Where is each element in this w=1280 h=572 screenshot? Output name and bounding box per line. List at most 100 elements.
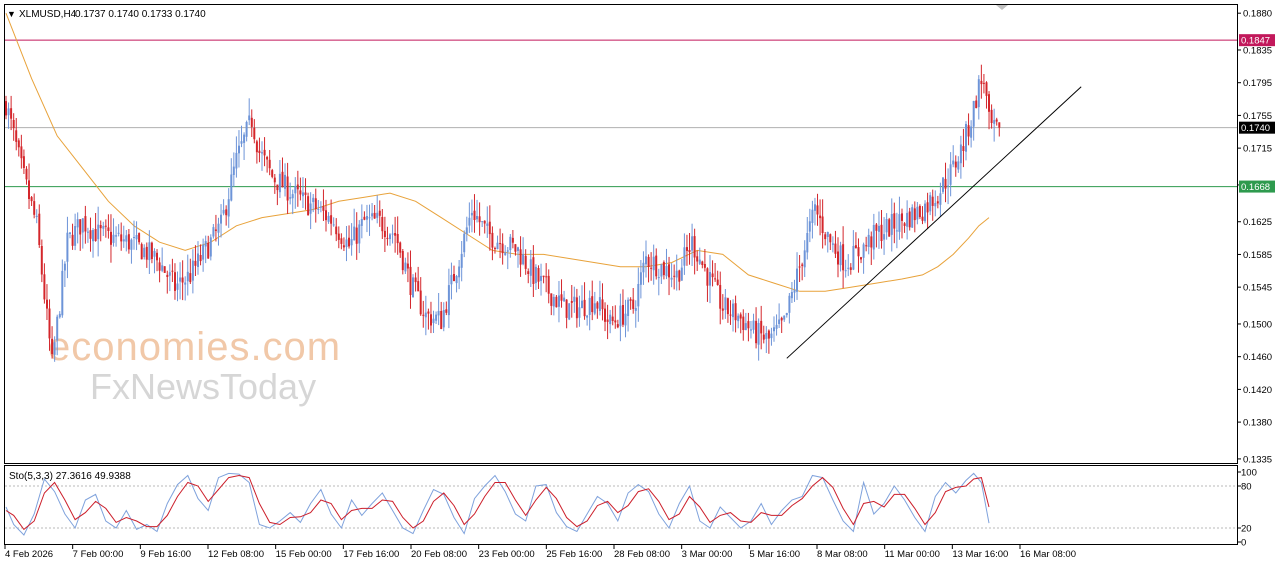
candle: [86, 227, 89, 243]
candle: [936, 195, 939, 209]
candle: [742, 309, 745, 341]
candle-body: [670, 277, 673, 280]
resistance-price-tag-bg: [1239, 34, 1275, 47]
candle: [28, 163, 30, 209]
candle: [665, 248, 668, 280]
candle: [476, 199, 478, 223]
candle: [458, 260, 461, 290]
candle: [89, 217, 92, 252]
candle: [102, 221, 105, 236]
candle: [473, 194, 476, 233]
candle: [616, 319, 619, 329]
candle: [455, 274, 458, 293]
candle-body: [465, 227, 468, 235]
candle: [647, 254, 650, 283]
candle-body: [570, 301, 573, 303]
candle-body: [58, 313, 61, 318]
candle: [371, 203, 374, 221]
candle: [993, 108, 996, 142]
candle: [911, 204, 914, 228]
candle: [780, 316, 783, 333]
candle: [806, 217, 809, 260]
candle-body: [138, 233, 141, 243]
support-price-tag: 0.1668: [1239, 180, 1275, 193]
candle: [683, 233, 686, 275]
candle: [150, 241, 153, 264]
candle-body: [258, 150, 261, 153]
candle-body: [253, 127, 256, 140]
candle: [701, 260, 704, 269]
candle-body: [688, 250, 691, 253]
candle: [637, 267, 640, 322]
candle-body: [537, 268, 540, 282]
candle: [798, 255, 801, 282]
candle: [880, 210, 883, 249]
candle: [432, 310, 435, 333]
candle: [48, 299, 51, 351]
stochastic-main-line: [5, 472, 990, 536]
candle-body: [829, 234, 832, 243]
candle: [381, 209, 384, 239]
candle: [575, 288, 578, 328]
candle-body: [867, 234, 870, 247]
candle: [614, 305, 617, 329]
candle: [609, 309, 612, 334]
candle-body: [340, 238, 343, 244]
candle: [624, 299, 627, 338]
candle: [563, 290, 566, 302]
candle-body: [870, 236, 873, 248]
candle: [12, 113, 15, 141]
candle: [788, 293, 791, 324]
candle-body: [560, 294, 563, 301]
candle-body: [826, 232, 829, 237]
candle: [762, 325, 765, 344]
candle-body: [504, 252, 507, 256]
candle: [545, 263, 548, 293]
price-axis: 0.18800.18350.17950.17550.17150.16700.16…: [1237, 9, 1275, 465]
candle: [770, 327, 773, 346]
candle: [622, 289, 624, 328]
candle-body: [724, 297, 727, 310]
candle-body: [76, 219, 79, 228]
candle-body: [939, 193, 942, 205]
candle-body: [706, 268, 709, 286]
candle: [115, 226, 118, 247]
candle: [509, 234, 512, 258]
price-tick-label: 0.1625: [1243, 217, 1272, 228]
candle-body: [150, 242, 153, 259]
candle: [133, 220, 135, 250]
candle-body: [430, 314, 432, 326]
candle-body: [330, 215, 333, 224]
scroll-shift-marker[interactable]: [996, 5, 1008, 10]
candle-body: [261, 152, 263, 154]
price-tick-label: 0.1420: [1243, 385, 1272, 396]
candle: [401, 249, 404, 275]
candle: [916, 202, 919, 225]
candle: [245, 120, 248, 142]
candle-body: [197, 253, 199, 267]
candle-body: [350, 239, 353, 246]
candle: [703, 249, 706, 272]
candle: [650, 252, 653, 281]
candle-body: [854, 245, 857, 249]
candle-body: [38, 213, 41, 245]
candle: [376, 195, 379, 224]
candle-body: [604, 308, 606, 322]
candle-body: [839, 245, 842, 266]
candle: [56, 314, 59, 356]
candle-body: [112, 234, 115, 243]
candle-body: [586, 315, 589, 318]
candle-body: [942, 177, 944, 192]
symbol-menu-triangle[interactable]: ▼: [7, 9, 16, 19]
candle: [335, 218, 338, 242]
candle: [675, 254, 678, 291]
time-tick-label: 4 Feb 2026: [5, 549, 53, 560]
candle: [20, 134, 23, 169]
candle-body: [785, 313, 788, 316]
candle: [317, 200, 320, 215]
candle: [10, 95, 13, 131]
candle-body: [304, 192, 307, 195]
candle-body: [916, 206, 919, 220]
